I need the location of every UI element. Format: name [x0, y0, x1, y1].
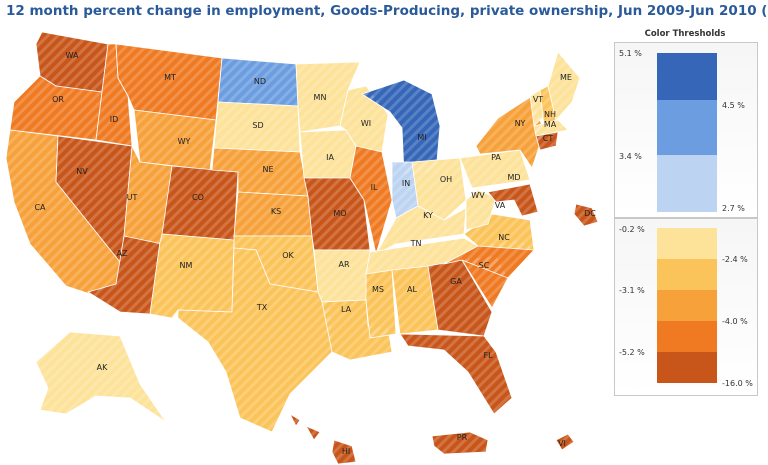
state-label-tx: TX [256, 303, 268, 312]
threshold-neg-1: -2.4 % [722, 255, 748, 264]
state-label-ct: CT [543, 134, 554, 143]
state-label-ky: KY [423, 211, 433, 220]
state-label-pa: PA [491, 153, 501, 162]
state-label-oh: OH [440, 175, 452, 184]
state-label-il: IL [371, 183, 378, 192]
state-label-mi: MI [417, 133, 426, 142]
state-label-ca: CA [34, 203, 46, 212]
threshold-neg-3: -4.0 % [722, 317, 748, 326]
swatch-pos-3 [657, 155, 717, 212]
state-label-ut: UT [127, 193, 138, 202]
state-label-fl: FL [483, 351, 493, 360]
state-label-or: OR [52, 95, 64, 104]
state-label-sc: SC [479, 261, 490, 270]
state-label-ga: GA [450, 277, 462, 286]
threshold-neg-5: -16.0 % [722, 379, 753, 388]
swatch-pos-1 [657, 53, 717, 100]
map-title: 12 month percent change in employment, G… [6, 3, 768, 19]
state-md[interactable] [487, 183, 539, 217]
state-label-id: ID [110, 115, 119, 124]
state-nm[interactable] [149, 233, 235, 319]
state-label-ne: NE [262, 165, 273, 174]
state-label-ny: NY [515, 119, 526, 128]
state-label-ok: OK [282, 251, 294, 260]
threshold-neg-4: -5.2 % [619, 348, 645, 357]
state-label-mt: MT [164, 73, 176, 82]
legend-title: Color Thresholds [644, 29, 726, 39]
state-label-nm: NM [180, 261, 193, 270]
threshold-pos-2: 3.4 % [619, 152, 642, 161]
state-mt[interactable] [115, 43, 223, 121]
state-label-vt: VT [533, 95, 543, 104]
threshold-pos-3: 2.7 % [722, 204, 745, 213]
state-ms[interactable] [365, 269, 397, 339]
state-label-ks: KS [271, 207, 281, 216]
state-co[interactable] [161, 165, 239, 241]
state-label-vi: VI [558, 439, 566, 448]
state-label-nc: NC [498, 233, 510, 242]
us-choropleth-map: WA OR CA ID NV AZ MT WY UT CO NM ND SD NE KS OK TX MN IA MO… [5, 31, 599, 465]
state-label-me: ME [560, 73, 572, 82]
swatch-neg-5 [657, 352, 717, 383]
state-label-nv: NV [76, 167, 88, 176]
state-label-mo: MO [333, 209, 346, 218]
state-ar[interactable] [313, 249, 371, 303]
state-label-dc: DC [584, 209, 596, 218]
state-label-md: MD [507, 173, 520, 182]
state-label-ms: MS [372, 285, 384, 294]
state-label-sd: SD [252, 121, 263, 130]
state-label-mn: MN [314, 93, 327, 102]
threshold-pos-0: 5.1 % [619, 49, 642, 58]
threshold-neg-2: -3.1 % [619, 286, 645, 295]
state-label-pr: PR [457, 433, 468, 442]
state-label-ak: AK [97, 363, 108, 372]
swatch-neg-4 [657, 321, 717, 352]
threshold-pos-1: 4.5 % [722, 101, 745, 110]
state-label-al: AL [407, 285, 417, 294]
swatch-pos-2 [657, 100, 717, 155]
state-label-nh: NH [544, 110, 556, 119]
threshold-neg-0: -0.2 % [619, 225, 645, 234]
state-ak[interactable] [35, 331, 167, 423]
state-label-va: VA [495, 201, 506, 210]
swatch-neg-2 [657, 259, 717, 290]
state-label-hi: HI [342, 447, 350, 456]
state-label-nd: ND [254, 77, 266, 86]
state-label-ia: IA [326, 153, 334, 162]
state-wy[interactable] [133, 109, 217, 171]
state-label-wi: WI [361, 119, 371, 128]
state-label-tn: TN [410, 239, 422, 248]
state-label-ar: AR [338, 260, 349, 269]
state-label-wa: WA [66, 51, 79, 60]
swatch-neg-1 [657, 228, 717, 259]
state-label-az: AZ [117, 249, 128, 258]
state-hi[interactable] [289, 413, 357, 465]
state-fl[interactable] [399, 333, 513, 415]
state-label-wy: WY [178, 137, 191, 146]
state-label-co: CO [192, 193, 204, 202]
swatch-neg-3 [657, 290, 717, 321]
state-label-wv: WV [471, 191, 485, 200]
state-label-la: LA [341, 305, 352, 314]
state-label-in: IN [402, 179, 410, 188]
state-label-ma: MA [544, 120, 557, 129]
